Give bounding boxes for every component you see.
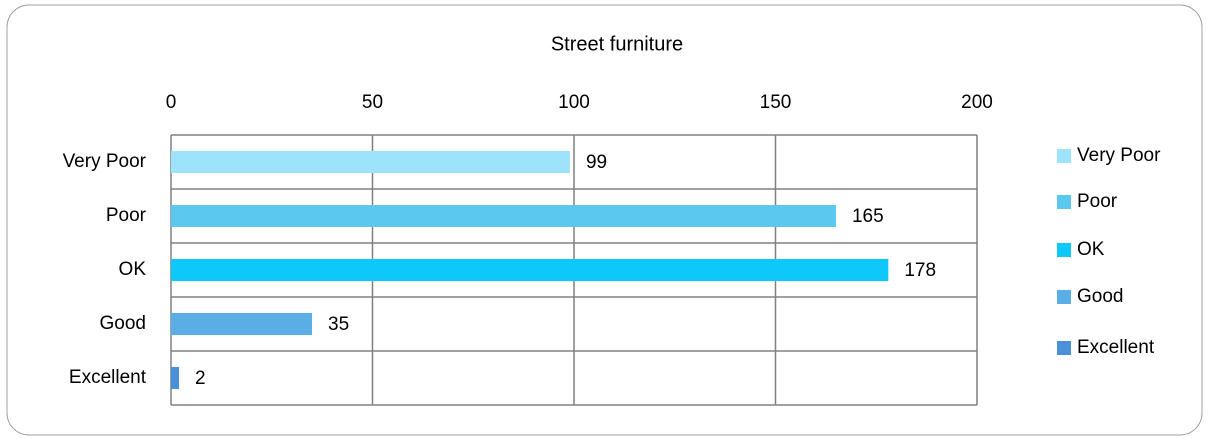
x-tick-label: 150 [760,92,792,113]
y-tick-label: OK [119,259,147,280]
legend-swatch [1057,290,1071,304]
x-tick-label: 0 [166,92,177,113]
y-tick-label: Excellent [69,367,147,388]
legend-label: Excellent [1077,337,1155,358]
bar [171,313,313,335]
value-label: 165 [852,206,884,227]
value-label: 178 [904,260,936,281]
x-tick-label: 200 [961,92,993,113]
legend-swatch [1057,195,1071,209]
bar [171,259,889,281]
legend-swatch [1057,341,1071,355]
legend-label: Good [1077,286,1123,307]
y-tick-label: Good [100,313,146,334]
bar [171,151,570,173]
value-label: 99 [586,152,607,173]
legend-label: OK [1077,239,1105,260]
legend-swatch [1057,149,1071,163]
y-tick-label: Poor [106,205,147,226]
x-tick-label: 50 [362,92,383,113]
legend-label: Poor [1077,191,1118,212]
legend-swatch [1057,243,1071,257]
value-label: 35 [328,314,349,335]
chart-title: Street furniture [551,33,683,55]
bar [171,367,180,389]
bar [171,205,836,227]
value-label: 2 [195,368,206,389]
x-tick-label: 100 [558,92,590,113]
y-tick-label: Very Poor [63,151,147,172]
legend-label: Very Poor [1077,145,1161,166]
